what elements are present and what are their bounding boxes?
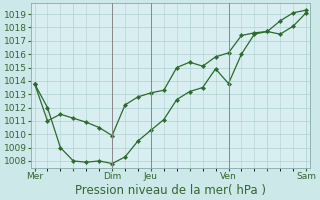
X-axis label: Pression niveau de la mer( hPa ): Pression niveau de la mer( hPa )	[75, 184, 266, 197]
